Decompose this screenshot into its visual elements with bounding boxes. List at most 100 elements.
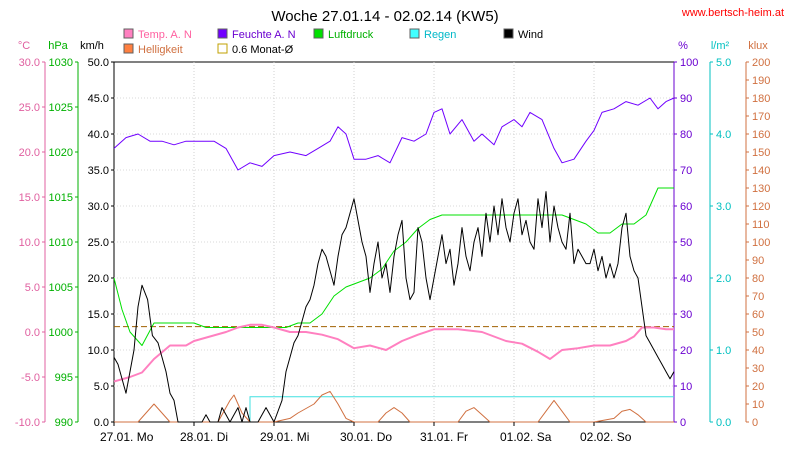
klux-tick-label: 160 <box>752 129 770 141</box>
pct-tick-label: 20 <box>680 345 692 357</box>
series-line-feuchte-a-n <box>113 97 675 171</box>
klux-tick-label: 80 <box>752 273 764 285</box>
series-line-temp-a-n <box>113 323 674 383</box>
kmh-tick-label: 50.0 <box>88 57 109 69</box>
pct-tick-label: 0 <box>680 417 686 429</box>
legend-swatch <box>217 28 228 39</box>
hpa-tick-label: 1010 <box>49 237 73 249</box>
series-group <box>113 97 675 423</box>
temp-tick-label: 5.0 <box>25 282 40 294</box>
legend-label: Luftdruck <box>328 29 374 41</box>
klux-tick-label: 110 <box>752 219 770 231</box>
kmh-tick-label: 15.0 <box>88 309 109 321</box>
kmh-tick-label: 20.0 <box>88 273 109 285</box>
hpa-tick-label: 1015 <box>49 192 73 204</box>
series-line-luftdruck <box>113 187 674 346</box>
legend-swatch <box>217 43 228 54</box>
regen-line <box>249 396 674 422</box>
klux-tick-label: 130 <box>752 183 770 195</box>
klux-tick-label: 200 <box>752 57 770 69</box>
temp-tick-label: 25.0 <box>19 102 40 114</box>
legend-swatch <box>313 28 324 39</box>
lm2-tick-label: 4.0 <box>716 129 731 141</box>
legend-swatch <box>409 28 420 39</box>
pct-tick-label: 100 <box>680 57 698 69</box>
klux-tick-label: 90 <box>752 255 764 267</box>
temp-tick-label: 20.0 <box>19 147 40 159</box>
hpa-tick-label: 995 <box>55 372 73 384</box>
klux-axis-unit: klux <box>748 40 768 52</box>
klux-tick-label: 190 <box>752 75 770 87</box>
kmh-tick-label: 40.0 <box>88 129 109 141</box>
x-tick-label: 02.02. So <box>580 430 632 444</box>
temp-axis-unit: °C <box>18 40 30 52</box>
klux-tick-label: 50 <box>752 327 764 339</box>
chart-title: Woche 27.01.14 - 02.02.14 (KW5) <box>271 8 498 25</box>
temp-tick-label: 10.0 <box>19 237 40 249</box>
lm2-tick-label: 5.0 <box>716 57 731 69</box>
hpa-tick-label: 1020 <box>49 147 73 159</box>
temp-tick-label: 0.0 <box>25 327 40 339</box>
temp-tick-label: 30.0 <box>19 57 40 69</box>
legend-swatch <box>123 28 134 39</box>
legend-swatch <box>123 43 134 54</box>
klux-tick-label: 10 <box>752 399 764 411</box>
kmh-tick-label: 0.0 <box>94 417 109 429</box>
source-link[interactable]: www.bertsch-heim.at <box>681 7 784 19</box>
pct-tick-label: 30 <box>680 309 692 321</box>
pct-tick-label: 10 <box>680 381 692 393</box>
klux-tick-label: 170 <box>752 111 770 123</box>
x-tick-label: 30.01. Do <box>340 430 392 444</box>
legend-label: Feuchte A. N <box>232 29 296 41</box>
pct-axis-unit: % <box>678 40 688 52</box>
legend-label: Regen <box>424 29 456 41</box>
pct-tick-label: 40 <box>680 273 692 285</box>
x-axis: 27.01. Mo 28.01. Di 29.01. Mi 30.01. Do 31.0… <box>100 422 632 444</box>
legend-label: Wind <box>518 29 543 41</box>
kmh-tick-label: 45.0 <box>88 93 109 105</box>
lm2-tick-label: 1.0 <box>716 345 731 357</box>
x-tick-label: 01.02. Sa <box>500 430 552 444</box>
x-tick-label: 27.01. Mo <box>100 430 154 444</box>
legend-label: Helligkeit <box>138 44 183 56</box>
klux-tick-label: 140 <box>752 165 770 177</box>
kmh-tick-label: 10.0 <box>88 345 109 357</box>
temp-tick-label: -10.0 <box>15 417 40 429</box>
klux-tick-label: 70 <box>752 291 764 303</box>
hpa-tick-label: 1005 <box>49 282 73 294</box>
pct-tick-label: 50 <box>680 237 692 249</box>
lm2-tick-label: 3.0 <box>716 201 731 213</box>
kmh-axis-unit: km/h <box>80 40 104 52</box>
temp-tick-label: 15.0 <box>19 192 40 204</box>
hpa-axis-unit: hPa <box>48 40 68 52</box>
kmh-tick-label: 35.0 <box>88 165 109 177</box>
grid <box>114 62 674 422</box>
pct-tick-label: 70 <box>680 165 692 177</box>
x-tick-label: 28.01. Di <box>180 430 228 444</box>
klux-tick-label: 30 <box>752 363 764 375</box>
hpa-tick-label: 1000 <box>49 327 73 339</box>
kmh-tick-label: 25.0 <box>88 237 109 249</box>
legend-swatch <box>503 28 514 39</box>
kmh-tick-label: 5.0 <box>94 381 109 393</box>
lm2-axis-unit: l/m² <box>711 40 730 52</box>
klux-tick-label: 120 <box>752 201 770 213</box>
legend: Temp. A. N Feuchte A. N Luftdruck Regen Wind… <box>123 28 543 56</box>
legend-label: 0.6 Monat-Ø <box>232 44 294 56</box>
series-line-helligkeit <box>114 390 674 423</box>
pct-tick-label: 80 <box>680 129 692 141</box>
x-tick-label: 29.01. Mi <box>260 430 309 444</box>
klux-tick-label: 20 <box>752 381 764 393</box>
pct-tick-label: 90 <box>680 93 692 105</box>
klux-tick-label: 40 <box>752 345 764 357</box>
series-line-wind <box>113 191 675 423</box>
hpa-tick-label: 1025 <box>49 102 73 114</box>
klux-tick-label: 100 <box>752 237 770 249</box>
temp-tick-label: -5.0 <box>21 372 40 384</box>
klux-tick-label: 150 <box>752 147 770 159</box>
hpa-tick-label: 1030 <box>49 57 73 69</box>
lm2-tick-label: 2.0 <box>716 273 731 285</box>
klux-tick-label: 0 <box>752 417 758 429</box>
